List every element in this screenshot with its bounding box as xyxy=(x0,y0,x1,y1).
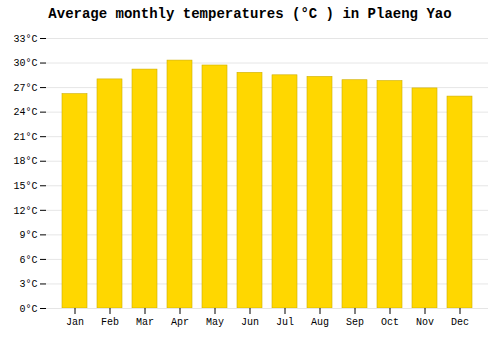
svg-text:6°C: 6°C xyxy=(19,255,37,266)
svg-text:Jan: Jan xyxy=(66,317,84,328)
svg-text:0°C: 0°C xyxy=(19,304,37,315)
svg-text:24°C: 24°C xyxy=(13,107,37,118)
svg-text:12°C: 12°C xyxy=(13,206,37,217)
svg-text:30°C: 30°C xyxy=(13,58,37,69)
svg-text:Apr: Apr xyxy=(171,317,189,328)
svg-text:Mar: Mar xyxy=(136,317,154,328)
svg-text:18°C: 18°C xyxy=(13,156,37,167)
svg-text:9°C: 9°C xyxy=(19,230,37,241)
svg-text:33°C: 33°C xyxy=(13,34,37,45)
svg-text:27°C: 27°C xyxy=(13,83,37,94)
svg-text:15°C: 15°C xyxy=(13,181,37,192)
svg-text:Aug: Aug xyxy=(311,317,329,328)
svg-text:Jul: Jul xyxy=(276,317,294,328)
svg-text:Feb: Feb xyxy=(101,317,119,328)
svg-text:May: May xyxy=(206,317,224,328)
html-text:Average monthly temperatures (: Average monthly temperatures (°C ) in Pl… xyxy=(48,6,452,22)
svg-text:3°C: 3°C xyxy=(19,279,37,290)
svg-text:Dec: Dec xyxy=(451,317,469,328)
svg-text:21°C: 21°C xyxy=(13,132,37,143)
svg-text:Nov: Nov xyxy=(416,317,434,328)
svg-text:Jun: Jun xyxy=(241,317,259,328)
svg-text:Sep: Sep xyxy=(346,317,364,328)
svg-text:Oct: Oct xyxy=(381,317,399,328)
